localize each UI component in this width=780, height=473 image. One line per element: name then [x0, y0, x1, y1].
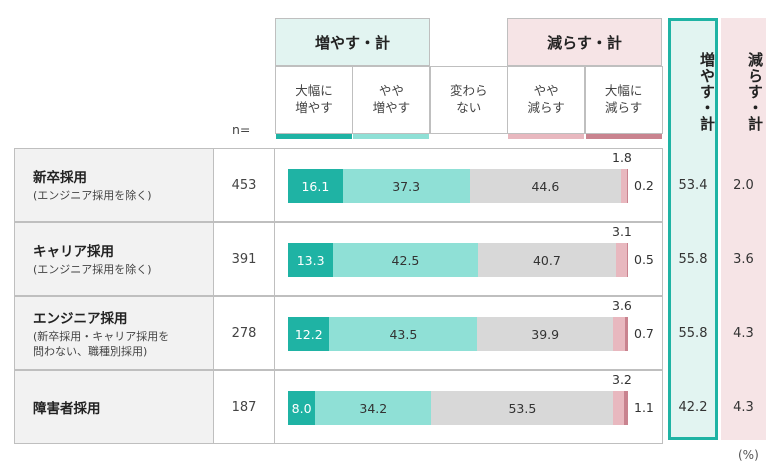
sub-header-big-decrease-color-bar: [585, 134, 662, 139]
row-label: 障害者採用: [14, 370, 214, 444]
increase-group-header: 増やす・計: [275, 18, 430, 66]
bar-small-decrease: [621, 169, 628, 203]
row-title: キャリア採用: [33, 244, 114, 261]
bar-small-increase: 34.2: [315, 391, 432, 425]
bar-no-change: 39.9: [477, 317, 614, 351]
label-small-decrease: 1.8: [612, 150, 632, 165]
sub-header-no-change: 変わら ない: [429, 66, 508, 134]
row-label: 新卒採用 (エンジニア採用を除く): [14, 148, 214, 222]
sub-header-small-increase-color-bar: [353, 134, 430, 139]
row-title: 障害者採用: [33, 401, 101, 417]
row-n-value: 278: [214, 296, 275, 370]
row-title: エンジニア採用: [33, 310, 128, 327]
bar-cell: [275, 222, 663, 296]
total-increase-value: 42.2: [678, 399, 708, 415]
bar-small-increase: 42.5: [333, 243, 478, 277]
sub-header-small-increase: やや 増やす: [352, 66, 431, 134]
bar-small-increase: 43.5: [329, 317, 478, 351]
bar-cell: [275, 370, 663, 444]
total-decrease-value: 2.0: [733, 177, 754, 193]
total-decrease-column: [721, 18, 766, 440]
unit-label: (%): [738, 448, 759, 462]
row-n-value: 391: [214, 222, 275, 296]
bar-big-increase: 16.1: [288, 169, 343, 203]
total-increase-value: 55.8: [678, 325, 708, 341]
n-label: n=: [232, 122, 251, 137]
bar-small-decrease: [613, 317, 626, 351]
row-label: キャリア採用 (エンジニア採用を除く): [14, 222, 214, 296]
label-big-decrease: 0.5: [634, 252, 654, 267]
bar-small-decrease: [613, 391, 625, 425]
total-decrease-header: 減らす・計: [746, 52, 764, 132]
bar-big-increase: 12.2: [288, 317, 330, 351]
bar-no-change: 40.7: [477, 243, 617, 277]
row-label: エンジニア採用 (新卒採用・キャリア採用を 問わない、職種別採用): [14, 296, 214, 370]
sub-header-small-decrease: やや 減らす: [507, 66, 586, 134]
bar-cell: [275, 148, 663, 222]
row-subtitle: (エンジニア採用を除く): [33, 263, 152, 277]
row-n-value: 187: [214, 370, 275, 444]
sub-header-big-increase-color-bar: [276, 134, 352, 139]
decrease-group-header: 減らす・計: [507, 18, 662, 66]
bar-big-decrease: [625, 317, 628, 351]
bar-big-decrease: [626, 243, 629, 277]
row-subtitle: (新卒採用・キャリア採用を 問わない、職種別採用): [33, 329, 170, 358]
bar-big-increase: 13.3: [288, 243, 334, 277]
total-increase-value: 55.8: [678, 251, 708, 267]
label-big-decrease: 1.1: [634, 400, 654, 415]
bar-big-decrease: [624, 391, 628, 425]
total-increase-header: 増やす・計: [698, 52, 716, 132]
sub-header-big-decrease: 大幅に 減らす: [584, 66, 663, 134]
label-big-decrease: 0.2: [634, 178, 654, 193]
label-small-decrease: 3.6: [612, 298, 632, 313]
total-decrease-value: 4.3: [733, 325, 754, 341]
row-subtitle: (エンジニア採用を除く): [33, 189, 152, 203]
row-title: 新卒採用: [33, 170, 87, 187]
bar-big-decrease: [627, 169, 628, 203]
sub-header-small-decrease-color-bar: [508, 134, 585, 139]
total-decrease-value: 4.3: [733, 399, 754, 415]
total-increase-value: 53.4: [678, 177, 708, 193]
bar-no-change: 44.6: [469, 169, 622, 203]
bar-cell: [275, 296, 663, 370]
total-decrease-value: 3.6: [733, 251, 754, 267]
bar-no-change: 53.5: [431, 391, 614, 425]
label-big-decrease: 0.7: [634, 326, 654, 341]
row-n-value: 453: [214, 148, 275, 222]
label-small-decrease: 3.1: [612, 224, 632, 239]
bar-big-increase: 8.0: [288, 391, 316, 425]
bar-small-decrease: [616, 243, 627, 277]
bar-small-increase: 37.3: [342, 169, 470, 203]
label-small-decrease: 3.2: [612, 372, 632, 387]
total-increase-column: [668, 18, 718, 440]
sub-header-big-increase: 大幅に 増やす: [275, 66, 353, 134]
